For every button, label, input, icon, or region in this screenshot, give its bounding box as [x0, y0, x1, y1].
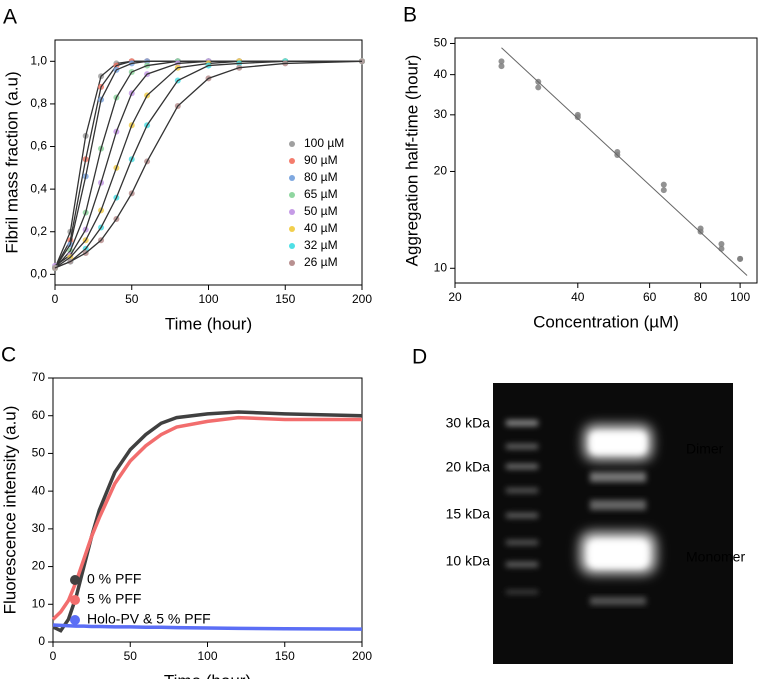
x-tick-label: 100 — [730, 290, 750, 304]
marker-label: 20 kDa — [446, 459, 491, 475]
chart-panel: A Time (hour) Fibril mass fraction (a.u) 0 5… — [2, 6, 372, 334]
x-tick-label: 100 — [197, 649, 217, 663]
gel-panel: D 30 kDa 20 kDa 15 kDa 10 kDa Dimer Mono… — [412, 346, 745, 664]
legend-marker — [289, 192, 295, 198]
legend-marker — [289, 175, 295, 181]
data-point — [697, 225, 704, 232]
legend-marker — [289, 260, 295, 266]
data-point — [660, 187, 667, 194]
fit-line — [501, 47, 748, 276]
x-axis-label: Time (hour) — [164, 671, 251, 679]
data-point — [498, 58, 505, 65]
x-tick-label: 0 — [52, 292, 59, 306]
legend-marker — [289, 141, 295, 147]
y-tick-label: 50 — [32, 446, 46, 460]
marker-label: 15 kDa — [446, 506, 491, 522]
fit-line — [54, 60, 362, 269]
data-point — [737, 255, 744, 262]
legend-label: 80 µM — [304, 170, 338, 184]
y-tick-label: 0,4 — [30, 181, 47, 195]
legend-label: 90 µM — [304, 153, 338, 167]
legend-marker — [289, 243, 295, 249]
data-point — [718, 240, 725, 247]
x-axis-label: Time (hour) — [165, 314, 252, 333]
y-tick-label: 30 — [434, 107, 448, 121]
x-tick-label: 40 — [571, 290, 585, 304]
panel-label: B — [403, 4, 417, 27]
legend-label: 0 % PFF — [87, 571, 141, 587]
marker-label: 10 kDa — [446, 553, 491, 569]
data-line — [51, 415, 362, 621]
x-tick-label: 100 — [198, 292, 218, 306]
y-axis-label: Fibril mass fraction (a.u) — [2, 71, 21, 253]
fit-line — [54, 60, 363, 269]
x-axis-label: Concentration (µM) — [533, 312, 679, 331]
data-point — [614, 148, 621, 155]
data-point — [535, 84, 542, 91]
legend-marker — [289, 158, 295, 164]
panel-label: A — [3, 6, 17, 29]
legend-label: 50 µM — [304, 204, 338, 218]
legend-marker — [70, 615, 80, 625]
band-label: Dimer — [686, 441, 724, 457]
data-line — [52, 410, 363, 633]
y-tick-label: 40 — [32, 483, 46, 497]
y-tick-label: 0 — [38, 634, 45, 648]
marker-label: 30 kDa — [446, 415, 491, 431]
legend-label: 65 µM — [304, 187, 338, 201]
legend-marker — [70, 595, 80, 605]
y-tick-label: 20 — [32, 559, 46, 573]
x-tick-label: 200 — [352, 649, 372, 663]
y-tick-label: 70 — [32, 370, 46, 384]
ladder — [506, 420, 538, 594]
legend-marker — [289, 209, 295, 215]
legend-label: 26 µM — [304, 255, 338, 269]
legend-label: 100 µM — [304, 136, 344, 150]
x-tick-label: 50 — [125, 292, 139, 306]
band-label: Monomer — [686, 549, 745, 565]
data-line — [52, 623, 363, 631]
chart-panel: C Time (hour) Fluorescence intensity (a.u)… — [0, 344, 372, 684]
y-tick-label: 10 — [32, 596, 46, 610]
legend-label: 5 % PFF — [87, 591, 141, 607]
legend-label: 32 µM — [304, 238, 338, 252]
sample-lane — [580, 425, 656, 605]
x-tick-label: 50 — [124, 649, 138, 663]
y-tick-label: 40 — [434, 67, 448, 81]
data-point — [498, 63, 505, 70]
y-tick-label: 0,8 — [30, 96, 47, 110]
panel-label: C — [1, 344, 16, 367]
x-tick-label: 20 — [448, 290, 462, 304]
fit-line — [54, 60, 362, 269]
panel-label: D — [412, 346, 427, 369]
x-tick-label: 60 — [643, 290, 657, 304]
x-tick-label: 80 — [694, 290, 708, 304]
y-axis-label: Fluorescence intensity (a.u) — [0, 406, 19, 615]
data-point — [574, 111, 581, 118]
y-tick-label: 0,6 — [30, 139, 47, 153]
x-tick-label: 0 — [50, 649, 57, 663]
legend-marker — [70, 575, 80, 585]
legend-marker — [289, 226, 295, 232]
legend-label: Holo-PV & 5 % PFF — [87, 611, 211, 627]
x-tick-label: 150 — [275, 292, 295, 306]
y-tick-label: 0,0 — [30, 267, 47, 281]
x-tick-label: 150 — [275, 649, 295, 663]
y-tick-label: 10 — [434, 260, 448, 274]
y-tick-label: 50 — [434, 36, 448, 50]
y-tick-label: 1,0 — [30, 53, 47, 67]
data-point — [660, 181, 667, 188]
y-tick-label: 60 — [32, 408, 46, 422]
y-axis-label: Aggregation half-time (hour) — [402, 55, 421, 267]
legend-label: 40 µM — [304, 221, 338, 235]
chart-panel: B Concentration (µM) Aggregation half-time… — [402, 4, 758, 331]
plot-frame — [454, 37, 758, 284]
y-tick-label: 30 — [32, 521, 46, 535]
x-tick-label: 200 — [352, 292, 372, 306]
y-tick-label: 0,2 — [30, 224, 47, 238]
y-tick-label: 20 — [434, 164, 448, 178]
